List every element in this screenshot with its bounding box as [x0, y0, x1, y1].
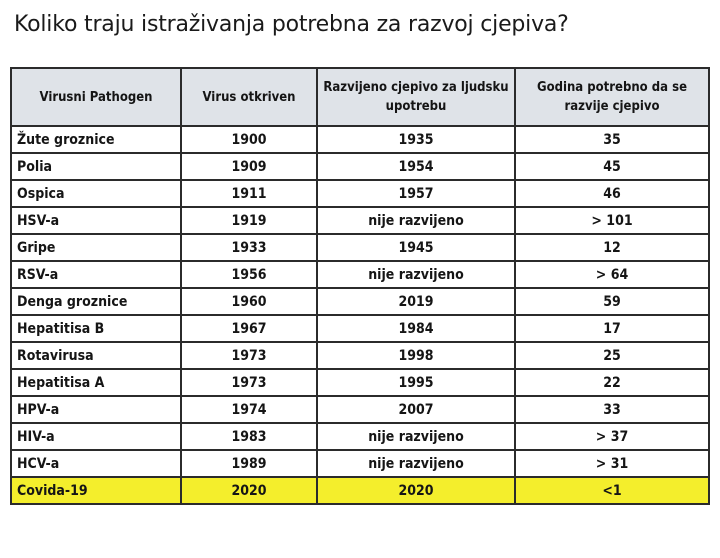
cell-virus-discovered: 1919: [180, 206, 318, 235]
cell-vaccine-developed: 2020: [316, 476, 516, 505]
table-row: Rotavirusa 1973 1998 25: [10, 341, 710, 370]
table-row: Ospica 1911 1957 46: [10, 179, 710, 208]
cell-years-needed: <1: [514, 476, 710, 505]
cell-pathogen: HPV-a: [10, 395, 182, 424]
cell-vaccine-developed: 1984: [316, 314, 516, 343]
cell-pathogen: Hepatitisa A: [10, 368, 182, 397]
cell-virus-discovered: 1989: [180, 449, 318, 478]
cell-virus-discovered: 1967: [180, 314, 318, 343]
table-row: RSV-a 1956 nije razvijeno > 64: [10, 260, 710, 289]
cell-virus-discovered: 1911: [180, 179, 318, 208]
cell-years-needed: > 64: [514, 260, 710, 289]
cell-virus-discovered: 1973: [180, 368, 318, 397]
cell-virus-discovered: 1956: [180, 260, 318, 289]
table-row: Polia 1909 1954 45: [10, 152, 710, 181]
cell-pathogen: Denga groznice: [10, 287, 182, 316]
table-row: Gripe 1933 1945 12: [10, 233, 710, 262]
header-years-needed: Godina potrebno da se razvije cjepivo: [514, 67, 710, 127]
cell-vaccine-developed: 1957: [316, 179, 516, 208]
cell-years-needed: > 37: [514, 422, 710, 451]
cell-years-needed: 22: [514, 368, 710, 397]
cell-years-needed: 46: [514, 179, 710, 208]
table-header-row: Virusni Pathogen Virus otkriven Razvijen…: [10, 67, 710, 127]
cell-pathogen: HCV-a: [10, 449, 182, 478]
cell-years-needed: 45: [514, 152, 710, 181]
cell-pathogen: Hepatitisa B: [10, 314, 182, 343]
cell-vaccine-developed: 1998: [316, 341, 516, 370]
cell-virus-discovered: 2020: [180, 476, 318, 505]
cell-vaccine-developed: 1945: [316, 233, 516, 262]
cell-virus-discovered: 1960: [180, 287, 318, 316]
cell-vaccine-developed: 2019: [316, 287, 516, 316]
table-row: HCV-a 1989 nije razvijeno > 31: [10, 449, 710, 478]
cell-years-needed: 25: [514, 341, 710, 370]
cell-pathogen: Polia: [10, 152, 182, 181]
cell-years-needed: 17: [514, 314, 710, 343]
cell-years-needed: > 31: [514, 449, 710, 478]
table-row: HPV-a 1974 2007 33: [10, 395, 710, 424]
table-row: Hepatitisa B 1967 1984 17: [10, 314, 710, 343]
cell-vaccine-developed: 2007: [316, 395, 516, 424]
table-row: Denga groznice 1960 2019 59: [10, 287, 710, 316]
cell-vaccine-developed: 1954: [316, 152, 516, 181]
cell-virus-discovered: 1983: [180, 422, 318, 451]
header-virus-discovered: Virus otkriven: [180, 67, 318, 127]
cell-pathogen: Ospica: [10, 179, 182, 208]
header-vaccine-developed: Razvijeno cjepivo za ljudsku upotrebu: [316, 67, 516, 127]
cell-vaccine-developed: nije razvijeno: [316, 260, 516, 289]
cell-virus-discovered: 1933: [180, 233, 318, 262]
cell-virus-discovered: 1900: [180, 125, 318, 154]
cell-years-needed: > 101: [514, 206, 710, 235]
cell-pathogen: Gripe: [10, 233, 182, 262]
cell-pathogen: HIV-a: [10, 422, 182, 451]
cell-pathogen: RSV-a: [10, 260, 182, 289]
cell-pathogen: Rotavirusa: [10, 341, 182, 370]
cell-pathogen: Covida-19: [10, 476, 182, 505]
cell-vaccine-developed: 1995: [316, 368, 516, 397]
table-row: HIV-a 1983 nije razvijeno > 37: [10, 422, 710, 451]
cell-years-needed: 59: [514, 287, 710, 316]
cell-vaccine-developed: nije razvijeno: [316, 206, 516, 235]
table-row: HSV-a 1919 nije razvijeno > 101: [10, 206, 710, 235]
table-row: Hepatitisa A 1973 1995 22: [10, 368, 710, 397]
cell-years-needed: 33: [514, 395, 710, 424]
table-row-highlighted: Covida-19 2020 2020 <1: [10, 476, 710, 505]
cell-virus-discovered: 1974: [180, 395, 318, 424]
cell-pathogen: Žute groznice: [10, 125, 182, 154]
page-title: Koliko traju istraživanja potrebna za ra…: [14, 12, 569, 37]
cell-virus-discovered: 1973: [180, 341, 318, 370]
table-row: Žute groznice 1900 1935 35: [10, 125, 710, 154]
cell-pathogen: HSV-a: [10, 206, 182, 235]
cell-years-needed: 12: [514, 233, 710, 262]
vaccine-table: Virusni Pathogen Virus otkriven Razvijen…: [10, 67, 710, 505]
cell-years-needed: 35: [514, 125, 710, 154]
header-pathogen: Virusni Pathogen: [10, 67, 182, 127]
cell-virus-discovered: 1909: [180, 152, 318, 181]
cell-vaccine-developed: nije razvijeno: [316, 422, 516, 451]
cell-vaccine-developed: nije razvijeno: [316, 449, 516, 478]
cell-vaccine-developed: 1935: [316, 125, 516, 154]
